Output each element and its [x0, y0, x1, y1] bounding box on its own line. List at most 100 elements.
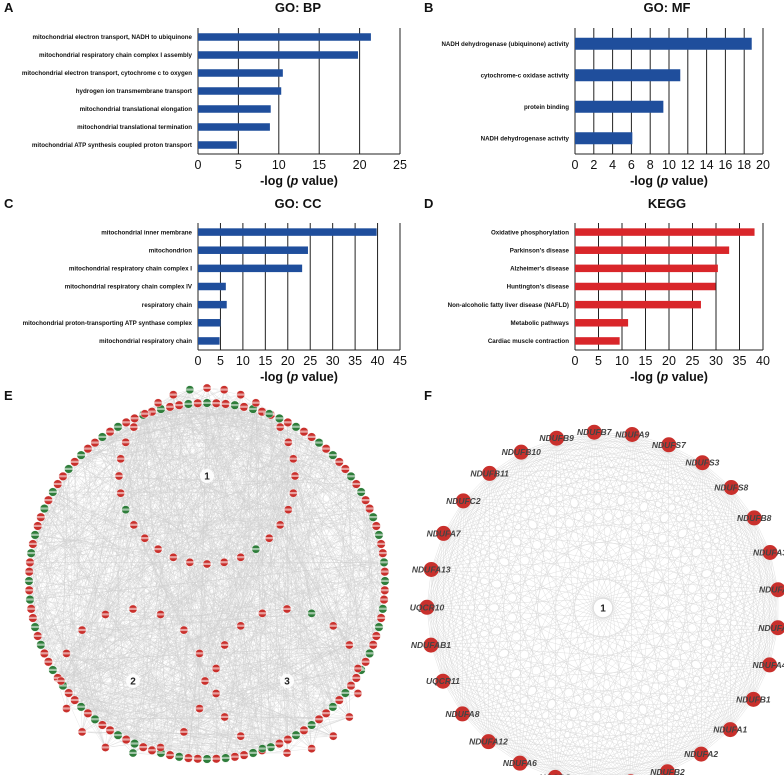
node-label-bg — [154, 751, 167, 754]
x-tick-label: 5 — [595, 354, 602, 368]
node-label-bg — [234, 734, 247, 738]
node-label-bg — [23, 589, 36, 592]
bar — [575, 246, 730, 254]
node-label: NDUFA2 — [684, 749, 718, 759]
node-label-bg — [55, 679, 67, 682]
node-label-bg — [62, 467, 75, 470]
node-label-bg — [81, 712, 94, 715]
network-node — [661, 437, 677, 453]
node-label: NDUFB7 — [577, 427, 613, 437]
panel-label: B — [424, 0, 433, 15]
node-label: NDUFB11 — [470, 468, 509, 478]
cluster-center — [280, 674, 294, 688]
panel-b-chart: B GO: MF 0 2 4 6 8 10 12 14 16 18 20 -log (p value) NA… — [424, 0, 770, 188]
node-label-bg — [38, 652, 51, 655]
node-label-bg — [327, 734, 340, 738]
node-label-bg — [137, 745, 150, 749]
category-label: cytochrome-c oxidase activity — [481, 72, 570, 79]
node-label-bg — [372, 533, 385, 536]
chart-title: KEGG — [648, 196, 686, 211]
x-tick-label: 5 — [217, 354, 224, 368]
node-label-bg — [152, 547, 165, 551]
x-tick-label: 10 — [615, 354, 629, 368]
category-label: mitochondrial inner membrane — [101, 229, 192, 236]
node-label-bg — [247, 751, 260, 754]
node-label-bg — [375, 616, 388, 620]
node-label-bg — [350, 676, 363, 679]
x-axis-label-suffix: value) — [298, 370, 338, 384]
cluster-label: 3 — [284, 677, 290, 688]
node-label-bg — [75, 705, 88, 708]
bar — [575, 319, 629, 327]
node-label-bg — [127, 425, 140, 429]
node-label-bg — [23, 561, 36, 564]
category-label: NADH dehydrogenase (ubiquinone) activity — [441, 41, 569, 48]
node-label-bg — [51, 676, 64, 679]
node-label: NDUFS3 — [685, 458, 719, 468]
node-label-bg — [167, 556, 180, 559]
node-label-bg — [234, 624, 247, 627]
node-label-bg — [201, 757, 213, 760]
x-axis-label-p: p — [660, 174, 669, 188]
node-label-bg — [256, 612, 269, 615]
node-label: NDUFA11 — [759, 585, 784, 595]
node-label-bg — [218, 561, 231, 564]
x-axis-label-p: p — [660, 370, 669, 384]
category-label: Alzheimer's disease — [510, 266, 569, 273]
x-axis-label-suffix: value) — [668, 370, 708, 384]
panel-label: A — [4, 0, 14, 15]
node-label-bg — [378, 598, 391, 601]
category-label: Parkinson's disease — [510, 247, 570, 254]
node-label-bg — [182, 756, 195, 760]
bar — [198, 141, 237, 149]
chart-title: GO: CC — [275, 196, 323, 211]
node-label-bg — [23, 570, 36, 573]
bar — [575, 69, 681, 82]
node-label-bg — [370, 634, 383, 638]
category-label: Oxidative phosphorylation — [491, 229, 569, 236]
node-label-bg — [351, 692, 364, 695]
node-label-bg — [281, 421, 294, 424]
node-label-bg — [34, 516, 47, 519]
node-label-bg — [287, 457, 300, 460]
bar — [575, 300, 701, 309]
network-node — [694, 455, 710, 471]
node-label-bg — [26, 542, 39, 545]
node-label-bg — [138, 412, 151, 415]
node-label-bg — [263, 537, 276, 540]
node-label-bg — [46, 668, 59, 671]
category-label: mitochondrial translational termination — [77, 124, 192, 131]
node-label-bg — [372, 625, 385, 629]
node-label-bg — [339, 691, 352, 695]
node-label-bg — [263, 412, 276, 415]
network-node — [762, 657, 778, 673]
bar — [198, 246, 308, 254]
network-node — [512, 755, 528, 771]
network-node — [624, 426, 640, 442]
network-node — [481, 734, 497, 750]
node-label-bg — [320, 447, 333, 450]
node-label-bg — [76, 628, 89, 632]
x-axis-label-suffix: value) — [668, 174, 708, 188]
node-label-bg — [378, 570, 391, 573]
node-label-bg — [104, 729, 117, 732]
node-label-bg — [273, 417, 286, 420]
node-label-bg — [201, 386, 213, 389]
node-label-bg — [378, 561, 391, 564]
x-tick-label: 0 — [195, 354, 202, 368]
node-label-bg — [145, 410, 158, 413]
node-label-bg — [219, 402, 232, 405]
node-label-bg — [218, 715, 231, 718]
network-node — [723, 479, 739, 495]
panel-c-chart: C GO: CC 0 5 10 15 20 25 30 35 40 45 -log (p value) m… — [4, 196, 407, 384]
bar — [575, 264, 718, 273]
node-label-bg — [31, 634, 44, 638]
node-label-bg — [99, 746, 112, 749]
category-label: mitochondrial respiratory chain complex … — [65, 284, 193, 291]
node-label: NDUFA4 — [753, 660, 784, 670]
node-label-bg — [256, 410, 269, 413]
node-label-bg — [273, 742, 286, 745]
bar — [575, 282, 716, 291]
network-node — [436, 525, 452, 541]
network-node — [762, 544, 778, 560]
